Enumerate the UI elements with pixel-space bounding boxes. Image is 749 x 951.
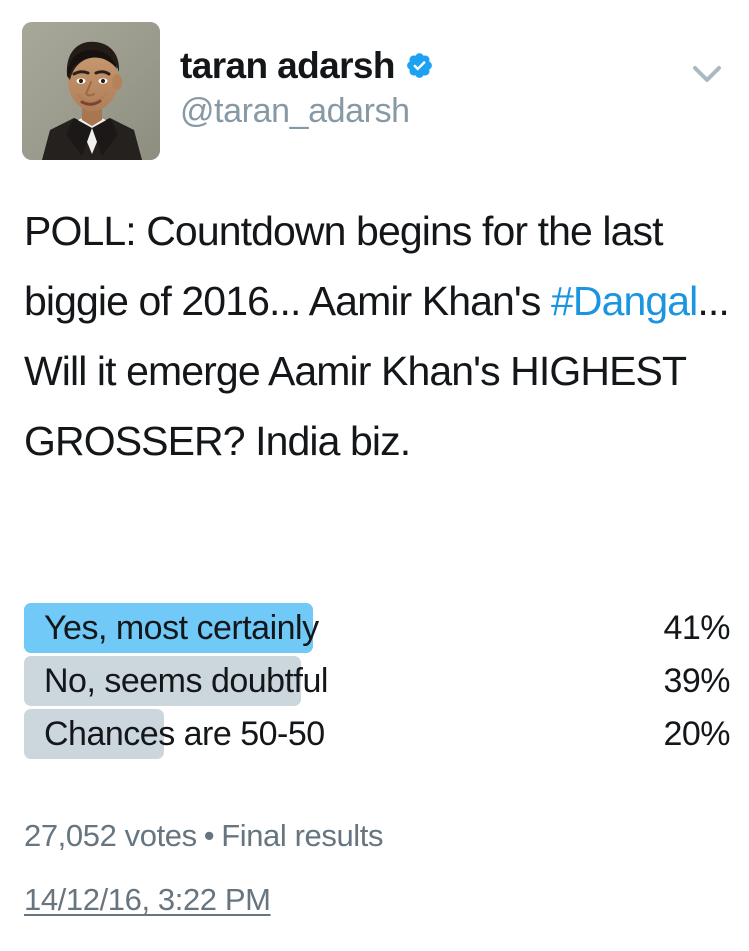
display-name: taran adarsh bbox=[180, 44, 395, 86]
display-name-row: taran adarsh bbox=[180, 42, 660, 88]
account-handle: @taran_adarsh bbox=[180, 92, 410, 130]
meta-separator-dot: • bbox=[203, 818, 215, 853]
poll-option-row[interactable]: No, seems doubtful 39% bbox=[24, 656, 730, 706]
poll-status: Final results bbox=[221, 818, 384, 853]
poll-option-bar bbox=[24, 603, 314, 653]
poll-option-label: Yes, most certainly bbox=[44, 609, 319, 647]
tweet-header: taran adarsh @taran_adarsh bbox=[22, 22, 733, 162]
account-identity[interactable]: taran adarsh @taran_adarsh bbox=[180, 42, 660, 130]
poll-option-row[interactable]: Chances are 50-50 20% bbox=[24, 709, 730, 759]
poll-option-bar bbox=[24, 656, 301, 706]
poll-vote-count: 27,052 votes bbox=[24, 818, 197, 853]
poll: Yes, most certainly 41% No, seems doubtf… bbox=[24, 603, 730, 762]
hashtag-link-dangal[interactable]: #Dangal bbox=[550, 278, 698, 324]
poll-option-percent: 39% bbox=[663, 662, 730, 700]
tweet-timestamp-link[interactable]: 14/12/16, 3:22 PM bbox=[24, 882, 271, 917]
poll-meta: 27,052 votes • Final results bbox=[24, 818, 384, 854]
poll-option-percent: 20% bbox=[663, 715, 730, 753]
poll-option-label: No, seems doubtful bbox=[44, 662, 328, 700]
avatar-photo bbox=[22, 22, 160, 160]
poll-option-bar bbox=[24, 709, 164, 759]
verified-badge-icon bbox=[405, 51, 434, 80]
poll-option-row[interactable]: Yes, most certainly 41% bbox=[24, 603, 730, 653]
tweet-text: POLL: Countdown begins for the last bigg… bbox=[24, 196, 730, 476]
poll-option-label: Chances are 50-50 bbox=[44, 715, 325, 753]
tweet-text-tail: ... Will it emerge Aamir Khan's HIGHEST … bbox=[24, 278, 730, 464]
avatar[interactable] bbox=[22, 22, 160, 160]
poll-option-percent: 41% bbox=[663, 609, 730, 647]
chevron-down-icon[interactable] bbox=[687, 60, 727, 88]
tweet-text-lead: POLL: Countdown begins for the last bigg… bbox=[24, 208, 663, 324]
